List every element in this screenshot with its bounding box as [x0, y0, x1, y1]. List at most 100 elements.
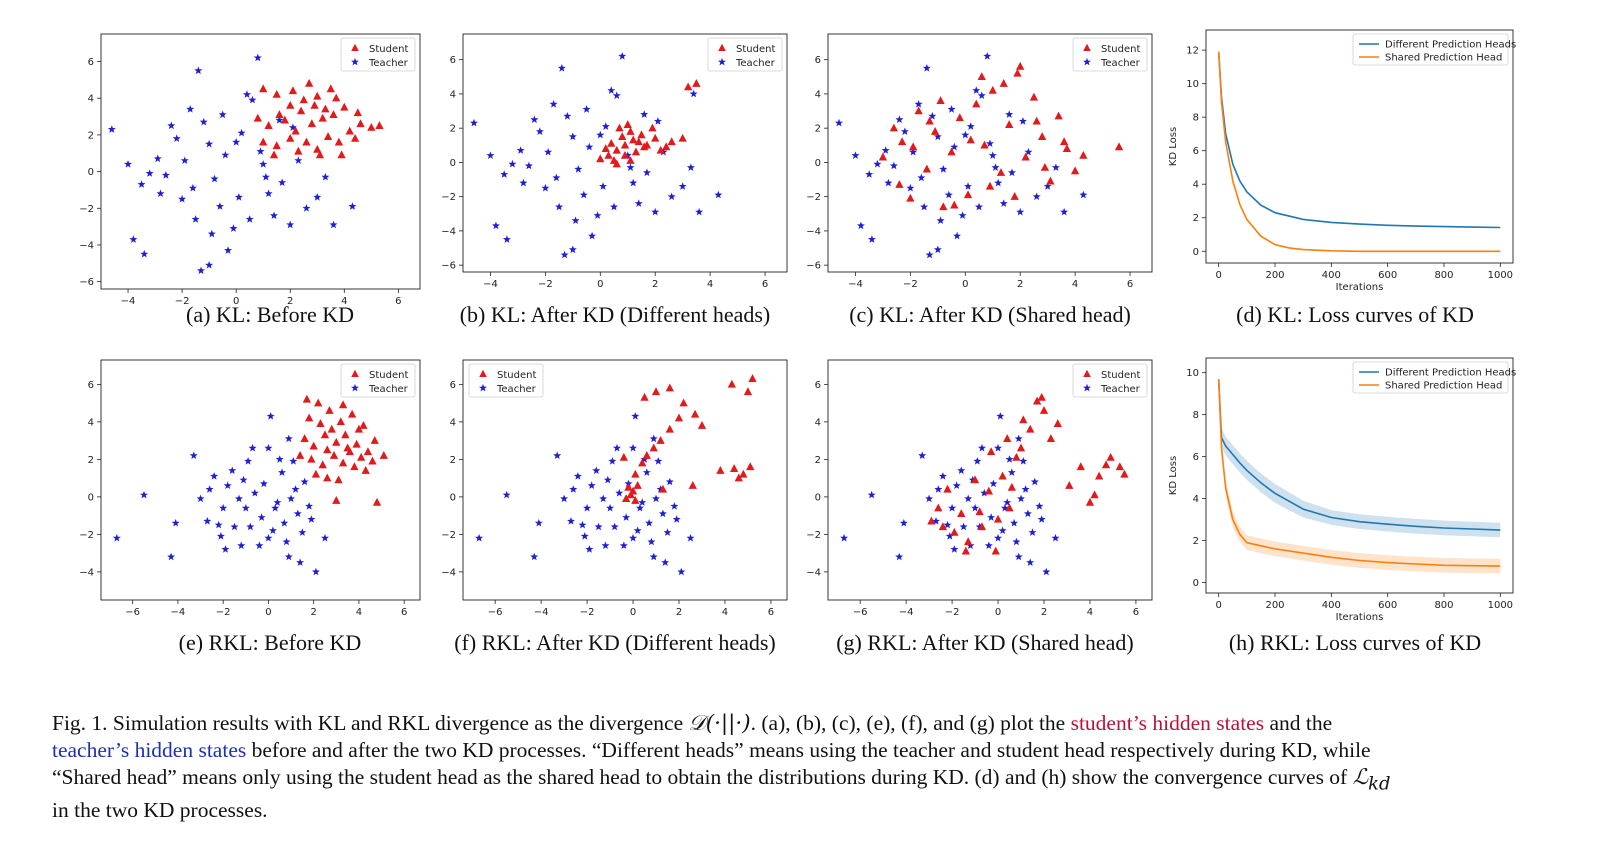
student-point	[604, 150, 613, 159]
student-point	[649, 443, 658, 452]
teacher-point	[656, 485, 665, 493]
plot-frame	[1205, 357, 1514, 594]
plot-frame	[827, 33, 1153, 273]
student-point	[716, 466, 725, 474]
student-point	[350, 133, 360, 142]
teacher-point	[678, 182, 687, 190]
teacher-point	[243, 90, 251, 98]
teacher-point	[223, 481, 232, 489]
teacher-point	[968, 475, 977, 484]
student-point	[631, 496, 640, 504]
teacher-point	[286, 220, 295, 229]
teacher-point	[573, 472, 582, 480]
legend-box	[707, 37, 783, 72]
teacher-point	[235, 494, 243, 503]
x-tick-label: 400	[1322, 270, 1341, 281]
panel-caption-h: (h) RKL: Loss curves of KD	[1228, 630, 1482, 655]
teacher-point	[610, 522, 619, 531]
student-point	[692, 79, 701, 87]
teacher-point	[943, 520, 952, 529]
teacher-point	[145, 169, 154, 177]
student-point	[656, 145, 665, 154]
chart-h: 0 200 400 600 800 1000 0 2 4 6 8 10 Iterations KD Los…	[1168, 357, 1516, 623]
teacher-point	[137, 180, 146, 188]
teacher-point	[167, 121, 176, 130]
teacher-point	[568, 245, 577, 254]
student-point	[640, 392, 649, 401]
teacher-point	[640, 110, 649, 118]
x-tick-label: 0	[630, 607, 636, 618]
legend-student-label: Student	[369, 44, 408, 55]
teacher-point	[1030, 477, 1039, 486]
x-tick-label: 6	[1133, 607, 1139, 618]
teacher-point	[667, 192, 676, 201]
teacher-point	[205, 139, 214, 148]
teacher-point	[606, 503, 615, 512]
teacher-point	[264, 189, 273, 197]
teacher-point	[665, 477, 674, 486]
teacher-point	[952, 481, 961, 489]
teacher-point	[1032, 192, 1041, 201]
teacher-point	[615, 488, 624, 497]
y-tick-label: 8	[1193, 410, 1199, 421]
teacher-point	[1005, 455, 1014, 463]
legend-box	[340, 37, 416, 72]
series-line	[1217, 51, 1501, 253]
x-tick-label: −4	[483, 279, 498, 290]
legend-teacher-marker	[351, 57, 359, 66]
teacher-point	[640, 455, 649, 463]
legend: Student Teacher	[340, 37, 416, 72]
teacher-point	[973, 457, 982, 465]
student-point	[300, 434, 309, 442]
chart-g: −6 −4 −2 0 2 4 6 −4 −2 0 2 4 6 Student Teacher	[806, 359, 1153, 618]
teacher-point	[278, 178, 287, 186]
student-point	[356, 119, 365, 128]
teacher-point	[178, 194, 187, 203]
legend: Student Teacher	[1072, 363, 1148, 398]
student-point	[332, 93, 341, 102]
y-tick-label: 0	[450, 492, 456, 503]
teacher-point	[986, 139, 994, 147]
teacher-point	[634, 199, 643, 207]
legend-box	[1352, 33, 1509, 66]
student-point	[259, 84, 268, 93]
teacher-point	[205, 485, 214, 493]
student-point	[1019, 415, 1028, 424]
student-point	[299, 95, 308, 104]
plot-frame	[1205, 29, 1514, 264]
teacher-point	[1021, 485, 1030, 493]
teacher-point	[167, 552, 176, 561]
teacher-point	[311, 567, 320, 576]
y-tick-label: −4	[441, 226, 456, 237]
teacher-point	[649, 552, 658, 561]
y-tick-label: 2	[450, 455, 456, 466]
teacher-point	[714, 190, 723, 199]
legend: Different Prediction Heads Shared Predict…	[1352, 361, 1516, 394]
teacher-point	[288, 123, 297, 131]
y-tick-label: 6	[450, 380, 456, 391]
x-tick-label: −2	[175, 296, 190, 307]
student-point	[352, 439, 361, 448]
student-point	[329, 451, 339, 459]
y-tick-label: 2	[88, 130, 94, 141]
student-point	[323, 473, 332, 482]
x-tick-label: 4	[341, 296, 347, 307]
teacher-point	[305, 502, 314, 510]
student-point	[309, 441, 318, 450]
student-point	[618, 132, 627, 140]
teacher-point	[216, 202, 224, 210]
legend-student-marker	[479, 369, 487, 377]
teacher-point	[107, 125, 116, 133]
student-point	[878, 152, 888, 161]
y-tick-label: −6	[79, 277, 94, 288]
legend-box	[1352, 361, 1509, 394]
teacher-point	[1043, 182, 1052, 190]
x-tick-label: 4	[356, 607, 362, 618]
teacher-point	[259, 479, 268, 488]
teacher-point	[933, 245, 942, 254]
teacher-point	[210, 174, 219, 183]
teacher-point	[583, 503, 592, 512]
student-point	[922, 164, 931, 173]
teacher-point	[156, 189, 165, 197]
student-point	[323, 445, 332, 454]
